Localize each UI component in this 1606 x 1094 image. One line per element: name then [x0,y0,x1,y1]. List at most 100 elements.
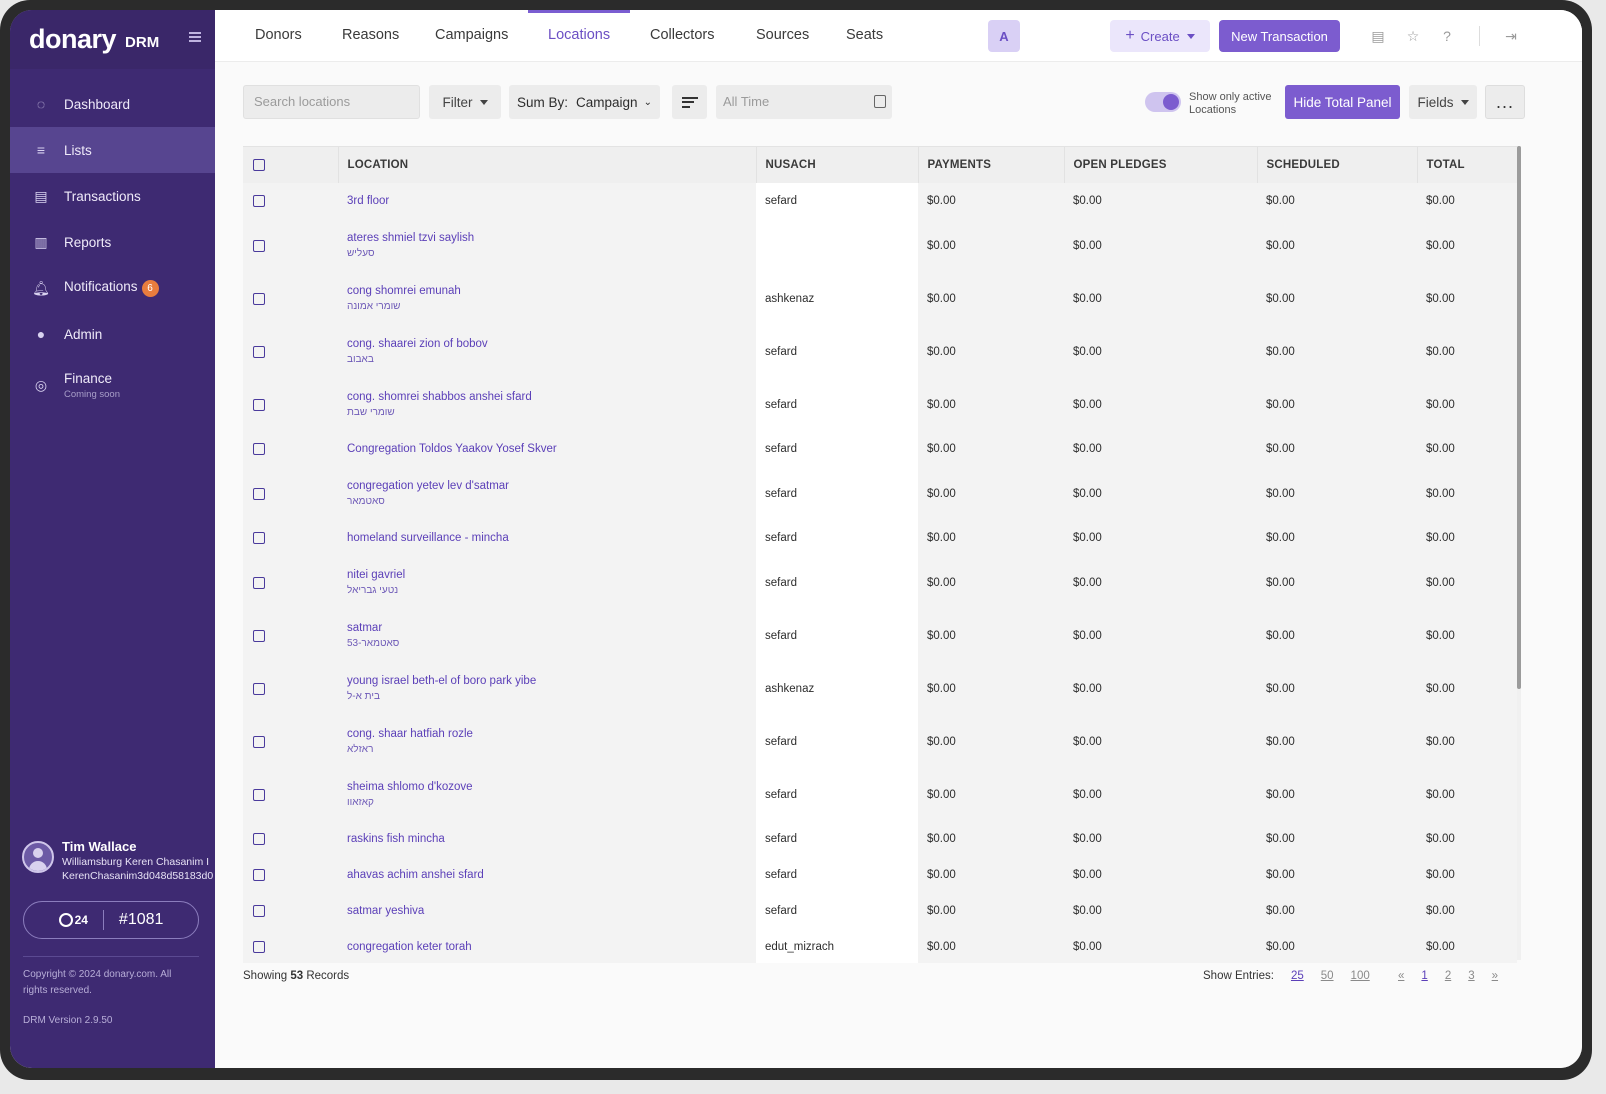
row-checkbox[interactable] [253,905,265,917]
row-checkbox[interactable] [253,195,265,207]
table-row[interactable]: satmar סאטמאר-53 sefard $0.00 $0.00 $0.00 $0.0… [243,609,1517,662]
row-checkbox[interactable] [253,833,265,845]
row-checkbox[interactable] [253,239,265,252]
column-header-open-pledges[interactable]: OPEN PLEDGES [1064,147,1258,183]
location-name-link[interactable]: satmar [347,622,383,634]
location-name-link[interactable]: homeland surveillance - mincha [347,532,509,544]
column-header-total[interactable]: TOTAL [1417,147,1518,183]
location-name-link[interactable]: cong. shaarei zion of bobov [347,338,488,350]
row-checkbox[interactable] [253,345,265,358]
table-row[interactable]: cong. shaarei zion of bobov באבוב sefard $0… [243,325,1517,378]
tab-reasons[interactable]: Reasons [342,27,400,43]
brand-logo[interactable]: donary [29,24,117,54]
date-range-input[interactable]: All Time [716,85,892,119]
table-row[interactable]: cong. shaar hatfiah rozle ראזלא sefard $0.0… [243,715,1517,768]
location-name-link[interactable]: Congregation Toldos Yaakov Yosef Skver [347,443,557,455]
row-checkbox[interactable] [253,788,265,801]
location-name-link[interactable]: sheima shlomo d'kozove [347,781,473,793]
location-name-link[interactable]: raskins fish mincha [347,833,445,845]
page-size-option[interactable]: 25 [1290,970,1304,982]
row-checkbox[interactable] [253,487,265,500]
sum-by-select[interactable]: Sum By: Campaign ⌄ [509,85,660,119]
tab-seats[interactable]: Seats [846,27,884,43]
row-checkbox[interactable] [253,629,265,642]
sort-icon[interactable] [672,85,707,119]
row-checkbox[interactable] [253,735,265,748]
location-name-link[interactable]: cong shomrei emunah [347,285,461,297]
page-link[interactable]: 2 [1444,970,1452,982]
row-checkbox[interactable] [253,869,265,881]
column-header-nusach[interactable]: NUSACH [756,147,919,183]
column-header-payments[interactable]: PAYMENTS [918,147,1065,183]
table-row[interactable]: sheima shlomo d'kozove קאזאוו sefard $0.00 $… [243,768,1517,821]
location-name-link[interactable]: satmar yeshiva [347,905,425,917]
new-transaction-button[interactable]: New Transaction [1219,20,1340,52]
sidebar-item-notifications[interactable]: 🔔︎ Notifications 6 [10,265,215,311]
avatar[interactable] [22,841,54,873]
more-options-button[interactable]: ... [1485,85,1525,119]
column-header-location[interactable]: LOCATION [338,147,757,183]
table-row[interactable]: congregation yetev lev d'satmar סאטמאר sef… [243,467,1517,520]
tab-collectors[interactable]: Collectors [650,27,715,43]
feedback-icon[interactable]: ☆ [1406,27,1420,44]
table-row[interactable]: 3rd floor sefard $0.00 $0.00 $0.00 $0.00 [243,183,1517,219]
location-name-link[interactable]: cong. shomrei shabbos anshei sfard [347,391,532,403]
calendar-icon[interactable] [874,95,886,108]
active-locations-toggle[interactable] [1145,92,1181,112]
sidebar-item-finance[interactable]: ◎ Finance Coming soon [10,357,215,413]
location-name-link[interactable]: ateres shmiel tzvi saylish [347,232,475,244]
location-name-link[interactable]: cong. shaar hatfiah rozle [347,728,473,740]
newspaper-icon[interactable]: ▤ [1371,27,1385,44]
location-name-link[interactable]: nitei gavriel [347,569,406,581]
table-row[interactable]: young israel beth-el of boro park yibe בי… [243,662,1517,715]
sidebar-item-reports[interactable]: ▥ Reports [10,219,215,265]
tab-locations[interactable]: Locations [527,10,631,62]
page-size-option[interactable]: 50 [1320,970,1334,982]
sidebar-item-admin[interactable]: ● Admin [10,311,215,357]
location-name-link[interactable]: young israel beth-el of boro park yibe [347,675,537,687]
table-scrollbar[interactable] [1517,146,1521,960]
last-page-link[interactable]: » [1491,970,1499,982]
table-row[interactable]: nitei gavriel נטעי גבריאל sefard $0.00 $0.00… [243,556,1517,609]
column-header-scheduled[interactable]: SCHEDULED [1257,147,1418,183]
row-checkbox[interactable] [253,398,265,411]
row-checkbox[interactable] [253,576,265,589]
page-link[interactable]: 3 [1468,970,1475,982]
sidebar-item-transactions[interactable]: ▤ Transactions [10,173,215,219]
table-row[interactable]: raskins fish mincha sefard $0.00 $0.00 $0.00… [243,821,1517,857]
table-row[interactable]: ateres shmiel tzvi saylish סעליש $0.00 $0.0… [243,219,1517,272]
row-checkbox[interactable] [253,292,265,305]
hamburger-menu-icon[interactable] [189,32,201,42]
filter-button[interactable]: Filter [429,85,501,119]
location-name-link[interactable]: 3rd floor [347,195,390,207]
logout-icon[interactable]: ⇥ [1505,27,1517,44]
seat-pill[interactable]: 24 #1081 [23,901,199,939]
search-input[interactable]: Search locations [243,85,420,119]
translate-icon[interactable]: A [988,20,1020,52]
page-size-option[interactable]: 100 [1350,970,1370,982]
tab-donors[interactable]: Donors [255,27,302,43]
table-row[interactable]: cong. shomrei shabbos anshei sfard שומרי … [243,378,1517,431]
location-name-link[interactable]: ahavas achim anshei sfard [347,869,484,881]
first-page-link[interactable]: « [1398,970,1405,982]
table-row[interactable]: Congregation Toldos Yaakov Yosef Skver se… [243,431,1517,467]
help-icon[interactable]: ? [1443,28,1451,44]
table-row[interactable]: satmar yeshiva sefard $0.00 $0.00 $0.00 $0.00 [243,893,1517,929]
tab-sources[interactable]: Sources [756,27,810,43]
row-checkbox[interactable] [253,532,265,544]
row-checkbox[interactable] [253,682,265,695]
table-row[interactable]: homeland surveillance - mincha sefard $0.0… [243,520,1517,556]
sidebar-item-lists[interactable]: ≡ Lists [10,127,215,173]
table-row[interactable]: congregation keter torah edut_mizrach $0.0… [243,929,1517,963]
table-row[interactable]: ahavas achim anshei sfard sefard $0.00 $0.0… [243,857,1517,893]
create-button[interactable]: + Create [1110,20,1210,52]
sidebar-item-dashboard[interactable]: ◌ Dashboard [10,81,215,127]
hide-total-panel-button[interactable]: Hide Total Panel [1285,85,1400,119]
location-name-link[interactable]: congregation yetev lev d'satmar [347,480,510,492]
select-all-checkbox[interactable] [253,159,265,171]
fields-button[interactable]: Fields [1409,85,1477,119]
row-checkbox[interactable] [253,941,265,953]
row-checkbox[interactable] [253,443,265,455]
tab-campaigns[interactable]: Campaigns [435,27,509,43]
location-name-link[interactable]: congregation keter torah [347,941,472,953]
